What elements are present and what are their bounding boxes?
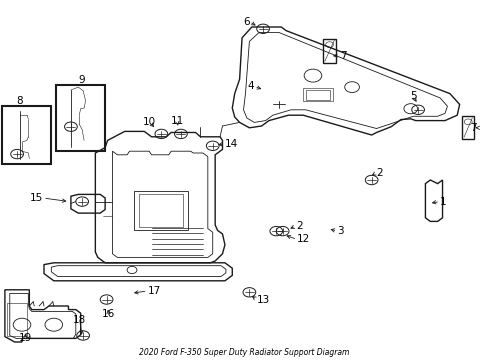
Text: 8: 8 bbox=[16, 96, 23, 106]
Text: 17: 17 bbox=[147, 286, 161, 296]
Text: 15: 15 bbox=[30, 193, 43, 203]
Text: 7: 7 bbox=[469, 123, 476, 133]
Text: 1: 1 bbox=[439, 197, 446, 207]
Bar bbox=[139, 194, 183, 227]
Text: 18: 18 bbox=[73, 315, 86, 325]
Text: 9: 9 bbox=[79, 75, 85, 85]
Text: 12: 12 bbox=[297, 234, 310, 244]
Text: 2020 Ford F-350 Super Duty Radiator Support Diagram: 2020 Ford F-350 Super Duty Radiator Supp… bbox=[139, 348, 349, 357]
Text: 10: 10 bbox=[142, 117, 155, 127]
Bar bbox=[461, 116, 473, 139]
Text: 19: 19 bbox=[19, 333, 32, 343]
Text: 5: 5 bbox=[409, 91, 416, 102]
Text: 14: 14 bbox=[224, 139, 238, 149]
Text: 11: 11 bbox=[170, 116, 183, 126]
Bar bbox=[56, 85, 105, 151]
Bar bbox=[322, 39, 336, 63]
Text: 3: 3 bbox=[337, 226, 344, 236]
Bar bbox=[134, 191, 188, 230]
Bar bbox=[7, 303, 27, 336]
Bar bbox=[2, 106, 51, 164]
Text: 16: 16 bbox=[102, 309, 115, 319]
Bar bbox=[305, 90, 329, 100]
Text: 2: 2 bbox=[295, 221, 302, 231]
Text: 4: 4 bbox=[247, 81, 254, 91]
Text: 13: 13 bbox=[256, 294, 269, 305]
Text: 6: 6 bbox=[242, 17, 249, 27]
Text: 7: 7 bbox=[339, 51, 346, 61]
Text: 2: 2 bbox=[376, 168, 383, 178]
Bar bbox=[303, 88, 332, 101]
